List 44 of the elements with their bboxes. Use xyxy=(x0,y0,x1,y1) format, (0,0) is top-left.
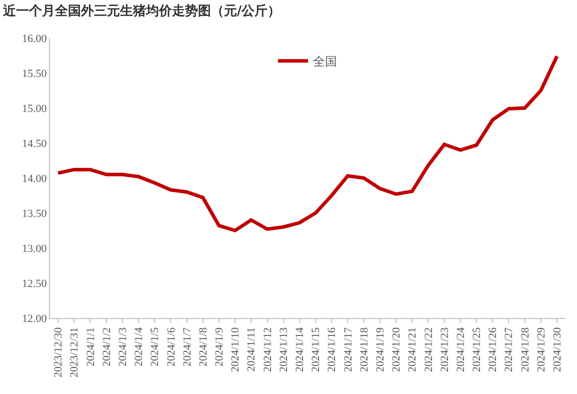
x-tick-label: 2024/1/6 xyxy=(165,326,178,367)
y-tick-label: 13.00 xyxy=(22,242,48,255)
x-tick-label: 2024/1/22 xyxy=(422,327,435,372)
y-tick-label: 12.50 xyxy=(22,278,48,290)
x-tick-label: 2024/1/15 xyxy=(310,326,322,372)
x-tick-label: 2024/1/29 xyxy=(535,326,548,372)
y-tick-label: 15.00 xyxy=(22,102,48,115)
x-tick-label: 2024/1/4 xyxy=(133,326,146,367)
x-tick-label: 2024/1/14 xyxy=(294,326,306,372)
x-tick-label: 2024/1/30 xyxy=(552,326,564,372)
x-tick-label: 2024/1/21 xyxy=(406,327,419,372)
x-tick-label: 2024/1/18 xyxy=(358,326,370,372)
y-tick-label: 13.50 xyxy=(22,208,48,220)
x-tick-label: 2024/1/23 xyxy=(438,326,451,372)
x-tick-label: 2024/1/28 xyxy=(519,326,532,372)
x-tick-label: 2023/12/30 xyxy=(52,326,65,378)
y-tick-label: 14.00 xyxy=(22,172,48,185)
x-tick-label: 2024/1/8 xyxy=(197,326,210,367)
x-tick-label: 2023/12/31 xyxy=(68,327,81,378)
x-tick-label: 2024/1/26 xyxy=(487,326,500,372)
x-tick-label: 2024/1/16 xyxy=(326,326,338,372)
x-tick-label: 2024/1/17 xyxy=(342,326,354,372)
x-tick-label: 2024/1/24 xyxy=(454,326,467,372)
line-series xyxy=(56,54,559,232)
x-tick-label: 2024/1/2 xyxy=(100,327,113,367)
x-tick-label: 2024/1/7 xyxy=(181,326,194,367)
x-tick-label: 2024/1/13 xyxy=(278,326,290,372)
x-tick-label: 2024/1/12 xyxy=(262,327,274,372)
x-tick-label: 2024/1/1 xyxy=(84,327,97,367)
y-tick-label: 12.00 xyxy=(22,312,48,325)
x-tick-label: 2024/1/19 xyxy=(374,326,386,372)
y-tick-label: 14.50 xyxy=(22,138,48,150)
x-tick-label: 2024/1/25 xyxy=(471,326,484,372)
x-tick-label: 2024/1/10 xyxy=(230,326,242,372)
x-tick-label: 2024/1/27 xyxy=(503,326,516,372)
x-tick-label: 2024/1/9 xyxy=(214,326,226,367)
y-tick-label: 16.00 xyxy=(22,32,48,45)
x-tick-label: 2024/1/3 xyxy=(116,326,129,367)
x-tick-label: 2024/1/20 xyxy=(390,326,403,372)
x-tick-label: 2024/1/5 xyxy=(149,326,162,367)
chart-title: 近一个月全国外三元生猪均价走势图（元/公斤） xyxy=(2,3,281,20)
y-tick-label: 15.50 xyxy=(22,68,48,80)
x-tick-label: 2024/1/11 xyxy=(246,327,258,372)
legend-label: 全国 xyxy=(313,54,337,69)
